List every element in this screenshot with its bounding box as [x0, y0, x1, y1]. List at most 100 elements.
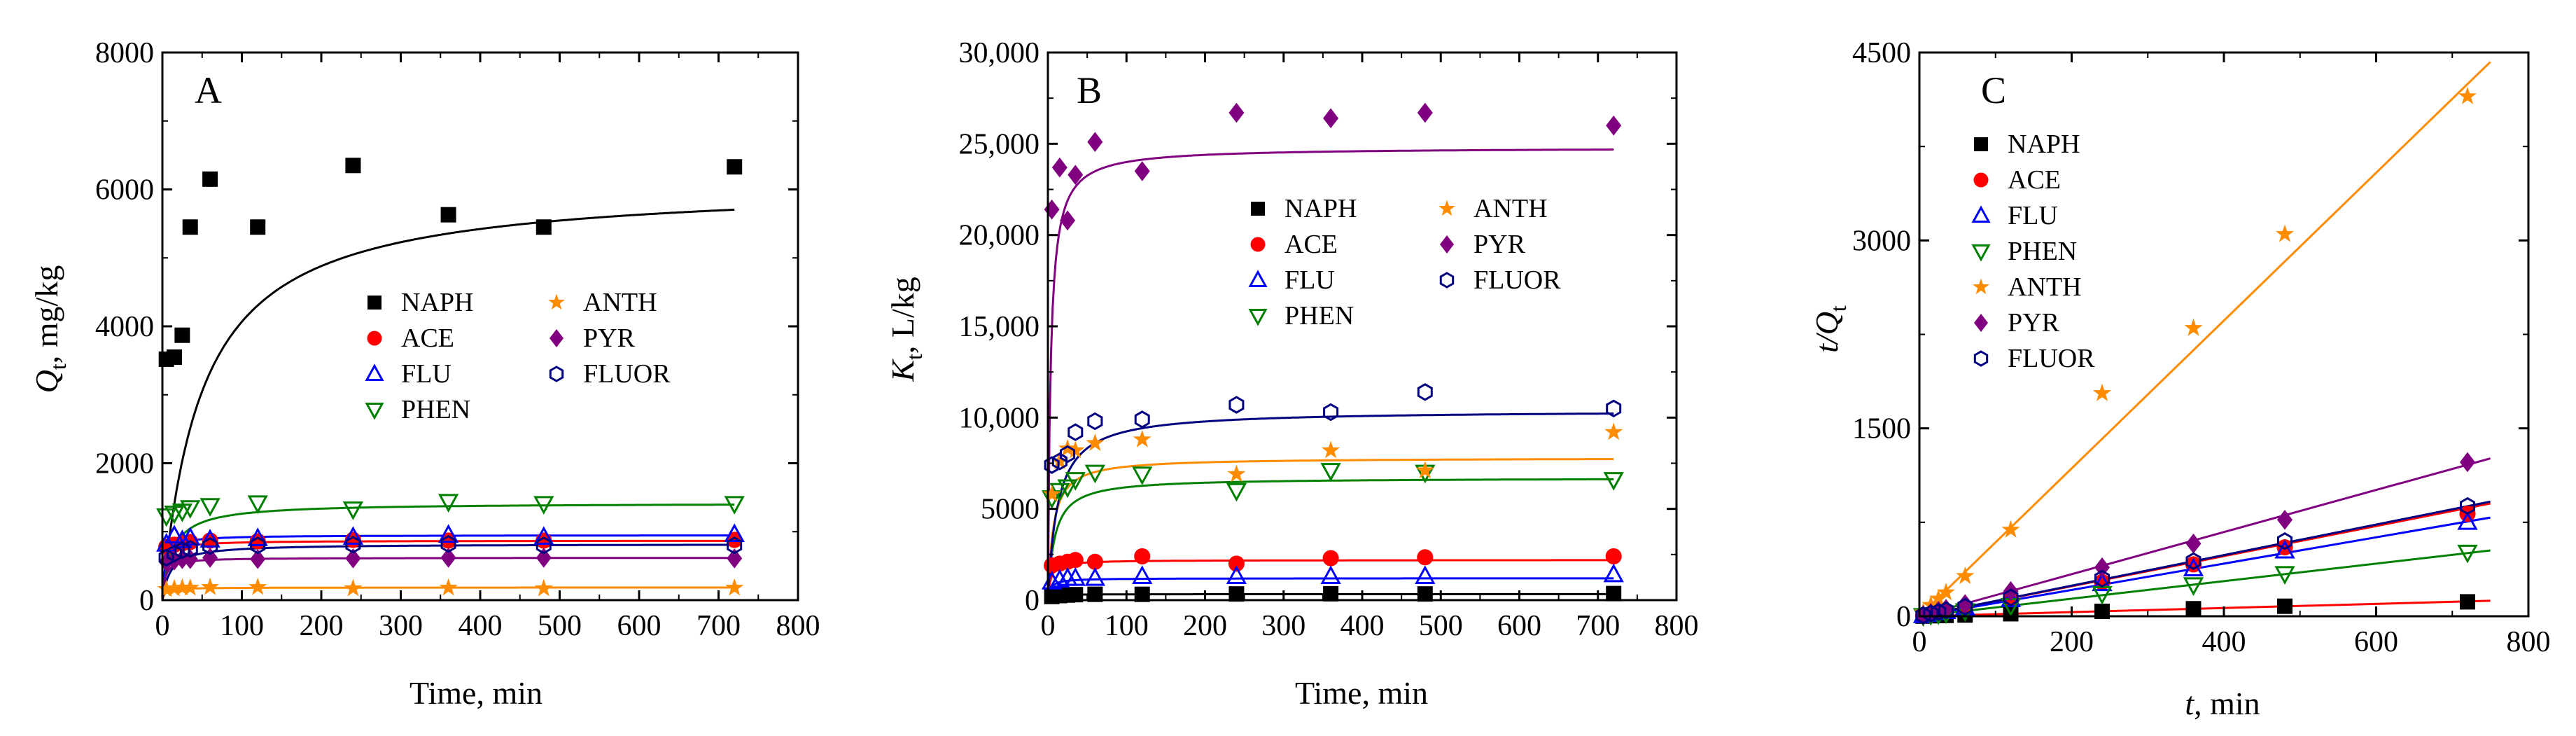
legend-marker-anth — [1438, 200, 1455, 216]
panel-label-b: B — [1077, 69, 1102, 111]
point-flu — [247, 527, 268, 546]
point-flu — [1084, 567, 1105, 586]
point-ace — [1417, 549, 1434, 566]
point-flu — [1415, 565, 1436, 584]
point-pyr — [1417, 102, 1433, 123]
point-naph — [1228, 586, 1245, 602]
point-anth — [1133, 429, 1152, 447]
legend-label-fluor: FLUOR — [1474, 265, 1561, 295]
legend-label-flu: FLU — [2008, 201, 2058, 230]
legend-marker-fluor — [549, 366, 564, 382]
point-flu — [1603, 563, 1624, 583]
legend-label-pyr: PYR — [2008, 308, 2060, 338]
x-tick-label: 700 — [696, 610, 741, 642]
point-phen — [533, 496, 554, 515]
legend-c: NAPH ACE FLU PHEN ANTH PYR FLUOR — [1971, 130, 2095, 373]
legend-marker-fluor — [1973, 350, 1989, 367]
point-ace — [440, 532, 457, 549]
y-axis-label-a-main: Q — [29, 370, 64, 393]
point-flu — [1226, 565, 1247, 584]
y-tick-label: 4500 — [1852, 37, 1911, 69]
point-pyr — [1060, 210, 1076, 231]
x-axis-label-a: Time, min — [410, 675, 542, 711]
point-phen — [200, 498, 220, 517]
point-fluor — [1417, 383, 1433, 401]
point-fluor — [1606, 399, 1622, 418]
point-flu — [2183, 557, 2204, 577]
point-flu — [438, 524, 459, 543]
legend-a: NAPH ACE FLU PHEN ANTH PYR FLUOR — [365, 288, 671, 424]
point-pyr — [1606, 115, 1622, 136]
point-fluor — [1915, 606, 1931, 625]
fit-curve-anth — [1046, 458, 1614, 601]
point-pyr — [2185, 533, 2202, 554]
point-fluor — [1051, 452, 1068, 471]
point-anth — [2001, 520, 2020, 538]
legend-marker-pyr — [550, 329, 564, 347]
point-fluor — [250, 536, 266, 555]
y-axis-label-b-rest: , L/kg — [885, 277, 920, 354]
point-phen — [180, 500, 201, 519]
point-fluor — [536, 536, 552, 555]
x-tick-label: 400 — [458, 610, 503, 642]
point-phen — [1132, 466, 1153, 485]
plot-frame — [161, 51, 799, 602]
point-anth — [1050, 452, 1069, 469]
point-pyr — [182, 549, 198, 569]
point-fluor — [167, 544, 183, 563]
y-tick-label: 0 — [1025, 585, 1040, 617]
legend-label-fluor: FLUOR — [2008, 344, 2095, 373]
legend-marker-flu — [1248, 270, 1268, 287]
point-anth — [1956, 567, 1975, 584]
x-tick-label: 0 — [155, 610, 170, 642]
x-tick-label: 800 — [1655, 610, 1699, 642]
point-phen — [1320, 463, 1341, 482]
point-ace — [1228, 555, 1245, 572]
legend-label-naph: NAPH — [1284, 194, 1357, 223]
point-naph — [727, 159, 743, 175]
point-fluor — [1323, 403, 1339, 422]
point-pyr — [2460, 452, 2475, 473]
point-fluor — [182, 539, 198, 558]
legend-marker-fluor — [1439, 272, 1455, 289]
point-flu — [172, 529, 193, 548]
point-naph — [1068, 587, 1084, 603]
x-tick-label: 200 — [1183, 610, 1227, 642]
y-axis-label-b-sub: t — [902, 354, 927, 360]
point-fluor — [1923, 604, 1939, 623]
legend-marker-ace — [1250, 237, 1266, 252]
point-ace — [2094, 574, 2110, 590]
legend-b: NAPH ACE FLU PHEN ANTH PYR FLUOR — [1248, 194, 1561, 331]
point-naph — [2277, 598, 2292, 614]
plot-area-c: 0 200 400 600 800 0 1500 3000 4500 — [1852, 37, 2551, 658]
panel-label-a: A — [195, 69, 222, 111]
point-pyr — [1323, 108, 1339, 129]
point-ace — [1134, 548, 1151, 564]
fit-curve-flu — [1046, 577, 1614, 601]
y-tick-label: 4000 — [95, 311, 154, 343]
legend-label-pyr: PYR — [583, 324, 636, 353]
legend-label-ace: ACE — [401, 324, 454, 353]
legend-marker-ace — [1973, 172, 1989, 188]
point-naph — [167, 349, 183, 365]
x-tick-label: 600 — [617, 610, 662, 642]
point-pyr — [2277, 509, 2292, 530]
x-tick-label: 400 — [1340, 610, 1385, 642]
point-fluor — [1060, 445, 1076, 464]
legend-marker-naph — [1251, 202, 1265, 216]
point-phen — [1065, 472, 1086, 491]
legend-marker-pyr — [1974, 314, 1988, 332]
plot-frame — [1046, 51, 1678, 602]
point-fluor — [2460, 497, 2475, 515]
point-anth — [1227, 464, 1246, 482]
point-anth — [157, 579, 176, 597]
panel-label-c: C — [1981, 69, 2006, 111]
point-phen — [342, 501, 364, 520]
point-naph — [1134, 586, 1150, 602]
point-anth — [2458, 86, 2477, 104]
point-pyr — [536, 548, 552, 568]
x-tick-label: 600 — [1497, 610, 1541, 642]
x-axis-label-b: Time, min — [1295, 675, 1428, 711]
fit-curve-naph — [161, 208, 735, 601]
